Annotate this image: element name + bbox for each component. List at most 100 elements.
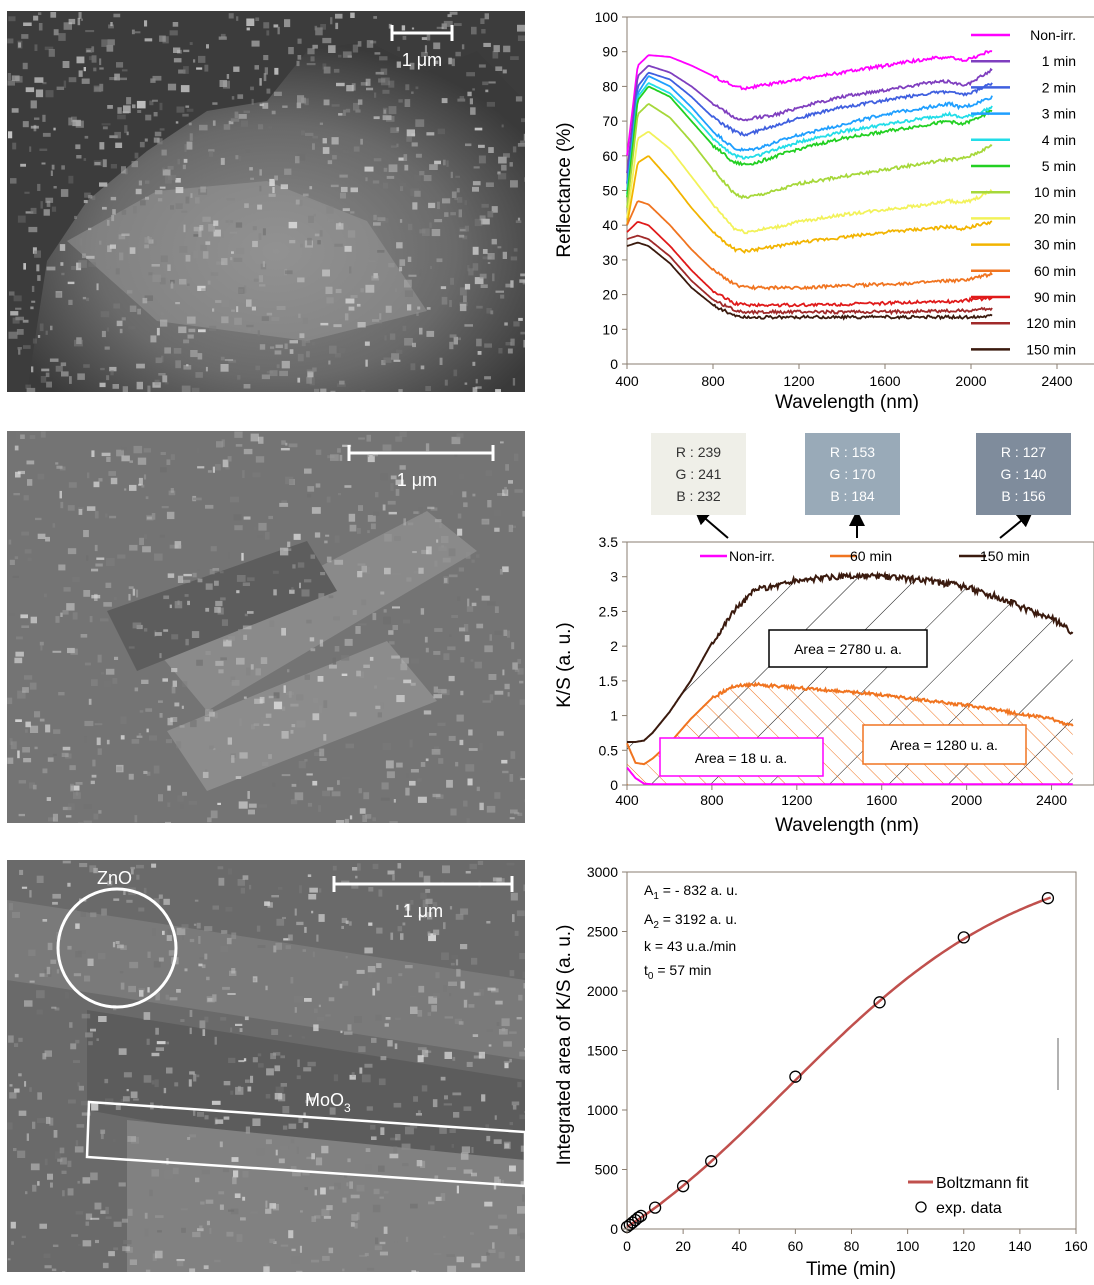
x-tick-label: 1200 [781, 792, 812, 808]
series-line [627, 222, 992, 307]
legend-data-label: exp. data [936, 1200, 1002, 1217]
y-tick-label: 0 [610, 777, 618, 793]
scale-bar-label: 1 μm [403, 901, 443, 921]
y-tick-label: 60 [602, 148, 618, 164]
legend-label: 2 min [1042, 79, 1076, 95]
svg-text:Area = 18 u. a.: Area = 18 u. a. [695, 750, 787, 766]
legend-label: 10 min [1034, 184, 1076, 200]
legend-label: 20 min [1034, 210, 1076, 226]
y-tick-label: 3000 [587, 864, 618, 880]
legend-label: 90 min [1034, 289, 1076, 305]
zno-label: ZnO [97, 868, 132, 888]
y-tick-label: 2500 [587, 924, 618, 940]
legend-label: 4 min [1042, 132, 1076, 148]
x-axis-label: Time (min) [806, 1259, 896, 1280]
y-tick-label: 80 [602, 78, 618, 94]
x-tick-label: 160 [1064, 1238, 1088, 1254]
legend: Boltzmann fit exp. data [908, 1175, 1029, 1217]
legend-label: 1 min [1042, 53, 1076, 69]
rgb-box-60: R : 153 G : 170 B : 184 [805, 433, 900, 515]
x-tick-label: 20 [675, 1238, 691, 1254]
sem-image-1: 1 μm [7, 11, 525, 392]
y-tick-label: 0.5 [599, 742, 619, 758]
x-tick-label: 80 [844, 1238, 860, 1254]
legend-label: Non-irr. [1030, 27, 1076, 43]
y-tick-label: 40 [602, 217, 618, 233]
x-tick-label: 400 [615, 792, 639, 808]
svg-text:Area = 1280 u. a.: Area = 1280 u. a. [890, 737, 998, 753]
x-tick-label: 1600 [866, 792, 897, 808]
y-axis-label: Integrated area of K/S (a. u.) [554, 925, 575, 1166]
x-tick-label: 2400 [1041, 373, 1072, 389]
x-tick-label: 1600 [869, 373, 900, 389]
y-tick-label: 2 [610, 638, 618, 654]
param-t0: t0 = 57 min [644, 962, 711, 982]
x-axis-label: Wavelength (nm) [775, 815, 919, 836]
x-tick-label: 0 [623, 1238, 631, 1254]
y-tick-label: 1.5 [599, 673, 619, 689]
rgb-box-nonirr: R : 239 G : 241 B : 232 [651, 433, 746, 515]
param-a2: A2 = 3192 a. u. [644, 911, 737, 931]
sem-image-2: 1 μm [7, 431, 525, 823]
y-tick-label: 2000 [587, 983, 618, 999]
arrow-150 [1000, 516, 1027, 538]
annotation-area-150: Area = 2780 u. a. [769, 630, 927, 667]
x-tick-label: 400 [615, 373, 639, 389]
y-tick-label: 1000 [587, 1102, 618, 1118]
x-tick-label: 140 [1008, 1238, 1032, 1254]
integrated-area-chart: 0 20 40 60 80 100 120 140 160 0 500 1000 1500 2000 250… [540, 855, 1094, 1280]
x-tick-label: 2400 [1036, 792, 1067, 808]
y-tick-label: 50 [602, 183, 618, 199]
scale-bar-label: 1 μm [402, 50, 442, 70]
y-tick-label: 30 [602, 252, 618, 268]
legend-label: 30 min [1034, 237, 1076, 253]
scale-bar-label: 1 μm [397, 470, 437, 490]
x-tick-label: 800 [700, 792, 724, 808]
annotation-area-60: Area = 1280 u. a. [863, 725, 1026, 764]
y-tick-label: 500 [595, 1162, 619, 1178]
y-tick-label: 70 [602, 113, 618, 129]
x-axis-label: Wavelength (nm) [775, 392, 919, 413]
x-tick-label: 40 [731, 1238, 747, 1254]
y-tick-label: 20 [602, 287, 618, 303]
y-tick-label: 2.5 [599, 603, 619, 619]
svg-text:Area = 2780 u. a.: Area = 2780 u. a. [794, 641, 902, 657]
legend-label: 3 min [1042, 106, 1076, 122]
y-tick-label: 100 [595, 9, 619, 25]
y-tick-label: 1 [610, 708, 618, 724]
series-line [627, 66, 992, 173]
legend-label: 5 min [1042, 158, 1076, 174]
x-tick-label: 100 [896, 1238, 920, 1254]
legend-data-swatch [916, 1202, 926, 1212]
y-axis-label: Reflectance (%) [554, 122, 575, 257]
y-tick-label: 90 [602, 44, 618, 60]
legend-fit-label: Boltzmann fit [936, 1175, 1029, 1192]
legend-label: 150 min [1026, 341, 1076, 357]
y-tick-label: 0 [610, 1221, 618, 1237]
param-a1: A1 = - 832 a. u. [644, 882, 738, 902]
series-line [627, 73, 992, 184]
legend-label: 150 min [980, 548, 1030, 564]
x-tick-label: 1200 [783, 373, 814, 389]
sem-image-3: 1 μm ZnO MoO3 [7, 860, 525, 1272]
series-line [627, 104, 992, 208]
legend-label: 120 min [1026, 315, 1076, 331]
legend-label: Non-irr. [729, 548, 775, 564]
y-tick-label: 1500 [587, 1043, 618, 1059]
x-tick-label: 60 [788, 1238, 804, 1254]
legend-label: 60 min [1034, 263, 1076, 279]
series-line [627, 87, 992, 198]
annotation-area-nonirr: Area = 18 u. a. [660, 738, 823, 776]
series-line [627, 83, 992, 194]
y-tick-label: 10 [602, 321, 618, 337]
y-tick-label: 0 [610, 356, 618, 372]
x-tick-label: 2000 [951, 792, 982, 808]
fit-parameters: A1 = - 832 a. u. A2 = 3192 a. u. k = 43 … [644, 882, 738, 982]
legend-label: 60 min [850, 548, 892, 564]
y-axis-label: K/S (a. u.) [554, 622, 575, 708]
y-tick-label: 3 [610, 569, 618, 585]
x-tick-label: 120 [952, 1238, 976, 1254]
rgb-box-150: R : 127 G : 140 B : 156 [976, 433, 1071, 515]
